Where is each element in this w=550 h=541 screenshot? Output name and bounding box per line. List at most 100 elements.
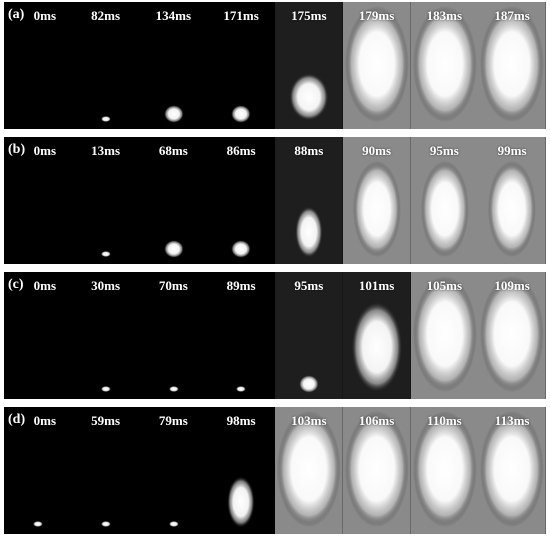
frame-cell: 101ms bbox=[342, 272, 411, 399]
flame-blob bbox=[294, 206, 323, 258]
frame-image bbox=[168, 386, 179, 392]
frame-image bbox=[342, 137, 411, 264]
timestamp-label: 101ms bbox=[358, 278, 395, 293]
flame-blob bbox=[163, 240, 184, 258]
frame-cell: 90ms bbox=[342, 137, 411, 264]
row-a: (a) 0ms 82ms 134ms 171ms 175ms 179ms 183ms 187m… bbox=[4, 2, 546, 129]
flame-blob bbox=[350, 301, 403, 393]
timestamp-label: 68ms bbox=[158, 143, 188, 158]
flame-blob bbox=[100, 521, 111, 527]
flame-blob bbox=[480, 276, 545, 392]
timestamp-label: 79ms bbox=[158, 413, 188, 428]
frame-cell: 113ms bbox=[478, 407, 546, 534]
frame-cell: 88ms bbox=[275, 137, 343, 264]
flame-blob bbox=[412, 6, 477, 122]
flame-blob bbox=[100, 251, 111, 257]
flame-blob bbox=[488, 161, 537, 257]
timestamp-label: 86ms bbox=[226, 143, 256, 158]
flame-blob bbox=[100, 116, 111, 122]
frame-cell: 99ms bbox=[478, 137, 546, 264]
frame-cell: 183ms bbox=[410, 2, 479, 129]
timestamp-label: 0ms bbox=[33, 278, 57, 293]
timestamp-label: 113ms bbox=[494, 413, 530, 428]
frame-image bbox=[100, 386, 111, 392]
row-c: (c) 0ms 30ms 70ms 89ms 95ms 101ms 105ms 109ms bbox=[4, 272, 546, 399]
frame-cell: 175ms bbox=[275, 2, 343, 129]
frame-image bbox=[275, 272, 343, 399]
row-label: (c) bbox=[8, 277, 24, 292]
timestamp-label: 0ms bbox=[33, 413, 57, 428]
timestamp-label: 98ms bbox=[226, 413, 256, 428]
frame-cell: 86ms bbox=[207, 137, 275, 264]
frame-cell: 106ms bbox=[342, 407, 411, 534]
frame-cell: 59ms bbox=[71, 407, 140, 534]
row-label: (b) bbox=[8, 142, 26, 157]
timestamp-label: 0ms bbox=[33, 8, 57, 23]
frame-cell: 95ms bbox=[410, 137, 479, 264]
timestamp-label: 0ms bbox=[33, 143, 57, 158]
frame-cell: 70ms bbox=[139, 272, 208, 399]
frame-image bbox=[478, 407, 546, 534]
frame-image bbox=[478, 272, 546, 399]
row-label: (d) bbox=[8, 412, 26, 427]
frame-image bbox=[227, 476, 256, 528]
timestamp-label: 95ms bbox=[294, 278, 324, 293]
frame-image bbox=[342, 272, 411, 399]
timestamp-label: 30ms bbox=[91, 278, 121, 293]
frame-image bbox=[478, 2, 546, 129]
timestamp-label: 99ms bbox=[497, 143, 527, 158]
frame-image bbox=[236, 386, 247, 392]
frame-cell: 105ms bbox=[410, 272, 479, 399]
frame-image bbox=[100, 116, 111, 122]
row-d: (d) 0ms 59ms 79ms 98ms 103ms 106ms 110ms 113ms bbox=[4, 407, 546, 534]
flame-blob bbox=[344, 411, 409, 527]
timestamp-label: 70ms bbox=[158, 278, 188, 293]
frame-image bbox=[275, 137, 343, 264]
timestamp-label: 90ms bbox=[362, 143, 392, 158]
flame-blob bbox=[236, 386, 247, 392]
timestamp-label: 109ms bbox=[494, 278, 530, 293]
timestamp-label: 95ms bbox=[429, 143, 459, 158]
flame-blob bbox=[100, 386, 111, 392]
flame-blob bbox=[168, 386, 179, 392]
timestamp-label: 134ms bbox=[155, 8, 192, 23]
timestamp-label: 175ms bbox=[291, 8, 327, 23]
flame-blob bbox=[231, 240, 252, 258]
frame-cell: 110ms bbox=[410, 407, 479, 534]
frame-image bbox=[168, 521, 179, 527]
frame-cell: 134ms bbox=[139, 2, 208, 129]
frame-image bbox=[410, 137, 479, 264]
frame-cell: 0ms bbox=[4, 272, 72, 399]
frame-cell: 0ms bbox=[4, 137, 72, 264]
timestamp-label: 187ms bbox=[494, 8, 530, 23]
frame-cell: 103ms bbox=[275, 407, 343, 534]
frame-cell: 0ms bbox=[4, 2, 72, 129]
frame-image bbox=[32, 521, 43, 527]
timestamp-label: 183ms bbox=[426, 8, 463, 23]
frame-cell: 68ms bbox=[139, 137, 208, 264]
frame-cell: 98ms bbox=[207, 407, 275, 534]
flame-blob bbox=[352, 161, 401, 257]
frame-cell: 89ms bbox=[207, 272, 275, 399]
flame-blob bbox=[420, 161, 469, 257]
frame-image bbox=[410, 2, 479, 129]
frame-cell: 109ms bbox=[478, 272, 546, 399]
flame-blob bbox=[412, 411, 477, 527]
timestamp-label: 179ms bbox=[358, 8, 395, 23]
frame-image bbox=[231, 105, 252, 123]
timestamp-label: 89ms bbox=[226, 278, 256, 293]
frame-image bbox=[100, 521, 111, 527]
flame-blob bbox=[276, 411, 341, 527]
frame-cell: 13ms bbox=[71, 137, 140, 264]
flame-blob bbox=[344, 6, 409, 122]
frame-image bbox=[342, 407, 411, 534]
frame-cell: 30ms bbox=[71, 272, 140, 399]
timestamp-label: 105ms bbox=[426, 278, 463, 293]
frame-image bbox=[410, 407, 479, 534]
frame-image bbox=[163, 240, 184, 258]
frame-cell: 0ms bbox=[4, 407, 72, 534]
flame-blob bbox=[288, 73, 329, 121]
frame-image bbox=[275, 407, 343, 534]
timestamp-label: 171ms bbox=[223, 8, 259, 23]
frame-image bbox=[342, 2, 411, 129]
